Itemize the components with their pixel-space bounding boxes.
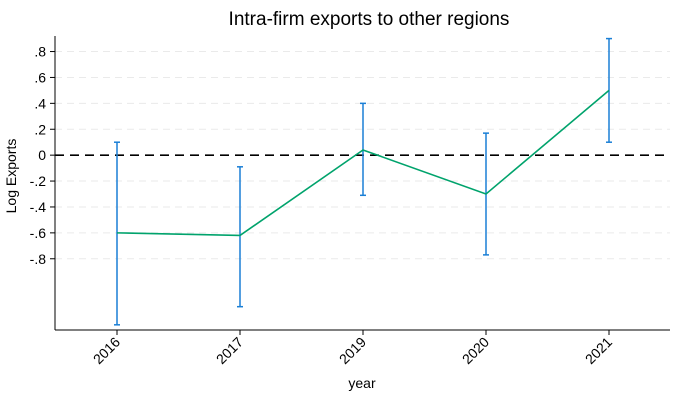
y-tick-label: .2 <box>34 121 46 137</box>
y-tick-label: 0 <box>38 147 46 163</box>
y-tick-label: .4 <box>34 95 46 111</box>
x-axis-label: year <box>348 375 376 391</box>
y-tick-label: -.6 <box>30 225 47 241</box>
series-lines <box>116 89 610 237</box>
x-tick-label: 2016 <box>90 334 123 367</box>
series-line <box>116 89 610 237</box>
y-axis-label: Log Exports <box>3 139 19 214</box>
x-tick-label: 2021 <box>582 334 615 367</box>
y-tick-label: .8 <box>34 44 46 60</box>
y-tick-label: -.8 <box>30 251 47 267</box>
y-axis-ticks: -.8 -.6 -.4 -.2 0 .2 .4 .6 .8 <box>30 44 55 267</box>
x-axis-ticks: 2016 2017 2019 2020 2021 <box>90 330 615 367</box>
y-tick-label: .6 <box>34 69 46 85</box>
x-tick-label: 2019 <box>336 334 369 367</box>
x-tick-label: 2017 <box>213 334 246 367</box>
x-tick-label: 2020 <box>459 334 492 367</box>
grid-lines <box>55 51 670 260</box>
y-tick-label: -.4 <box>30 199 47 215</box>
confidence-intervals <box>114 37 612 326</box>
chart-title: Intra-firm exports to other regions <box>229 9 510 30</box>
y-tick-label: -.2 <box>30 173 47 189</box>
